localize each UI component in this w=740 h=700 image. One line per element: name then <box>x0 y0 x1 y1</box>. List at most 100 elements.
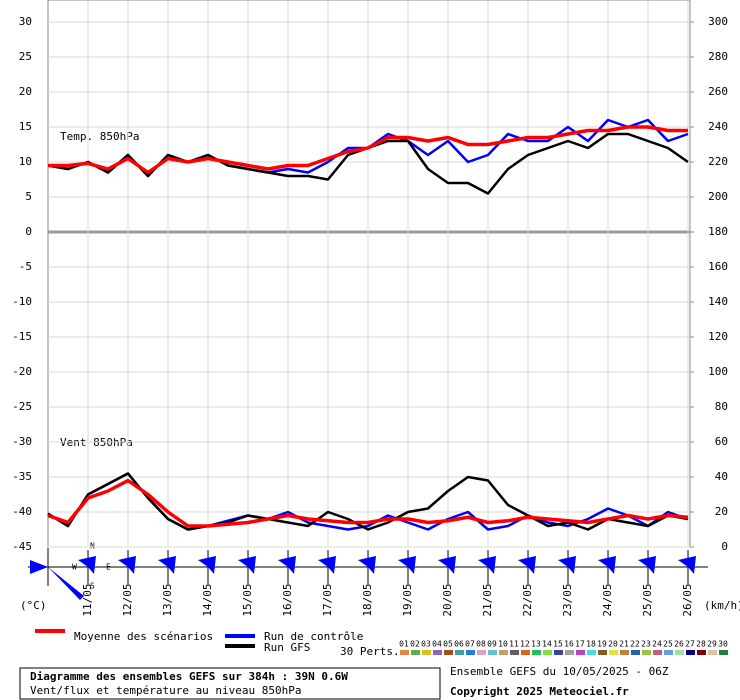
pert-label: 22 <box>630 640 640 649</box>
rose-petal <box>318 556 336 574</box>
rose-petal <box>158 556 176 574</box>
x-tick-label: 14/05 <box>201 583 214 616</box>
pert-label: 06 <box>454 640 464 649</box>
y-tick-label: -35 <box>12 470 32 483</box>
pert-label: 30 <box>718 640 728 649</box>
legend-label: Run de contrôle <box>264 630 363 643</box>
pert-label: 01 <box>399 640 409 649</box>
y-tick-label: 20 <box>19 85 32 98</box>
pert-swatch <box>411 650 420 655</box>
y-tick-label: -45 <box>12 540 32 553</box>
footer-title: Diagramme des ensembles GEFS sur 384h : … <box>30 670 348 683</box>
y2-tick-label: 120 <box>708 330 728 343</box>
series-line <box>47 478 689 528</box>
pert-label: 29 <box>707 640 717 649</box>
y-tick-label: 5 <box>25 190 32 203</box>
series-line <box>47 472 689 531</box>
pert-label: 10 <box>498 640 508 649</box>
pert-swatch <box>664 650 673 655</box>
compass-label: N <box>90 542 95 551</box>
x-tick-label: 11/05 <box>81 583 94 616</box>
x-tick-label: 26/05 <box>681 583 694 616</box>
y2-tick-label: 180 <box>708 225 728 238</box>
pert-label: 23 <box>641 640 651 649</box>
footer-copyright: Copyright 2025 Meteociel.fr <box>450 685 629 698</box>
compass <box>28 548 84 600</box>
y2-tick-label: 260 <box>708 85 728 98</box>
footer-run: Ensemble GEFS du 10/05/2025 - 06Z <box>450 665 669 678</box>
x-tick-label: 23/05 <box>561 583 574 616</box>
pert-swatch <box>477 650 486 655</box>
rose-petal <box>518 556 536 574</box>
y2-tick-label: 300 <box>708 15 728 28</box>
pert-label: 12 <box>520 640 530 649</box>
pert-label: 28 <box>696 640 706 649</box>
x-tick-label: 17/05 <box>321 583 334 616</box>
y-tick-label: 0 <box>25 225 32 238</box>
pert-swatch <box>587 650 596 655</box>
rose-petal <box>118 556 136 574</box>
x-tick-label: 25/05 <box>641 583 654 616</box>
pert-swatch <box>697 650 706 655</box>
pert-swatch <box>554 650 563 655</box>
pert-label: 21 <box>619 640 629 649</box>
pert-label: 16 <box>564 640 574 649</box>
legend-label: Run GFS <box>264 641 310 654</box>
y2-tick-label: 40 <box>715 470 728 483</box>
pert-label: 05 <box>443 640 453 649</box>
pert-swatch <box>686 650 695 655</box>
y-tick-label: -25 <box>12 400 32 413</box>
y2-tick-label: 200 <box>708 190 728 203</box>
panel-label: Temp. 850hPa <box>60 130 139 143</box>
pert-swatch <box>433 650 442 655</box>
pert-label: 20 <box>608 640 618 649</box>
plot-frame <box>47 0 691 548</box>
x-tick-label: 12/05 <box>121 583 134 616</box>
series-line <box>48 125 688 175</box>
pert-swatch <box>620 650 629 655</box>
pert-swatch <box>598 650 607 655</box>
pert-label: 18 <box>586 640 596 649</box>
pert-label: 02 <box>410 640 420 649</box>
y2-unit: (km/h) <box>704 599 740 612</box>
x-tick-label: 15/05 <box>241 583 254 616</box>
rose-petal <box>438 556 456 574</box>
pert-swatch <box>642 650 651 655</box>
pert-swatch <box>653 650 662 655</box>
pert-label: 11 <box>509 640 519 649</box>
pert-label: 04 <box>432 640 442 649</box>
y2-tick-label: 100 <box>708 365 728 378</box>
y-tick-label: -30 <box>12 435 32 448</box>
y2-tick-label: 80 <box>715 400 728 413</box>
pert-swatch <box>499 650 508 655</box>
pert-swatch <box>510 650 519 655</box>
pert-label: 09 <box>487 640 497 649</box>
pert-label: 24 <box>652 640 662 649</box>
pert-swatch <box>466 650 475 655</box>
pert-swatch <box>444 650 453 655</box>
pert-swatch <box>400 650 409 655</box>
rose-petal <box>558 556 576 574</box>
y2-tick-label: 280 <box>708 50 728 63</box>
rose-petal <box>678 556 696 574</box>
y2-tick-label: 140 <box>708 295 728 308</box>
pert-label: 13 <box>531 640 541 649</box>
rose-petal <box>478 556 496 574</box>
pert-swatch <box>576 650 585 655</box>
x-tick-label: 19/05 <box>401 583 414 616</box>
y-unit: (°C) <box>20 599 47 612</box>
pert-label: 27 <box>685 640 695 649</box>
y-tick-label: -20 <box>12 365 32 378</box>
y2-tick-label: 240 <box>708 120 728 133</box>
pert-swatch <box>708 650 717 655</box>
x-tick-label: 16/05 <box>281 583 294 616</box>
y-tick-label: -10 <box>12 295 32 308</box>
pert-swatch <box>521 650 530 655</box>
pert-label: 03 <box>421 640 431 649</box>
y-tick-label: 15 <box>19 120 32 133</box>
pert-swatch <box>532 650 541 655</box>
x-tick-label: 24/05 <box>601 583 614 616</box>
y2-tick-label: 160 <box>708 260 728 273</box>
pert-swatch <box>609 650 618 655</box>
